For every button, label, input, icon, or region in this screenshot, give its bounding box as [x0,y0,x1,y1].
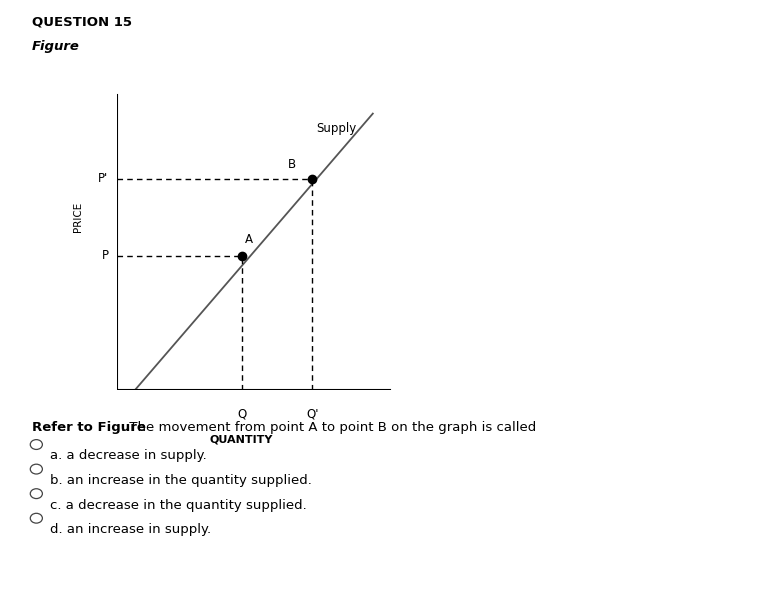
Text: a. a decrease in supply.: a. a decrease in supply. [50,449,207,462]
Text: Q': Q' [307,407,319,420]
Text: A: A [245,233,253,246]
Text: Figure: Figure [32,40,79,53]
Text: QUESTION 15: QUESTION 15 [32,15,132,28]
Text: d. an increase in supply.: d. an increase in supply. [50,523,211,536]
Text: Refer to Figure: Refer to Figure [32,421,145,433]
Text: Supply: Supply [316,122,357,136]
Text: B: B [288,158,296,171]
Text: Q: Q [237,407,246,420]
Text: PRICE: PRICE [73,202,83,232]
Text: P: P [101,249,108,262]
Text: . The movement from point A to point B on the graph is called: . The movement from point A to point B o… [121,421,537,433]
Text: P': P' [98,173,108,185]
Text: b. an increase in the quantity supplied.: b. an increase in the quantity supplied. [50,474,312,487]
Text: c. a decrease in the quantity supplied.: c. a decrease in the quantity supplied. [50,499,307,511]
Text: QUANTITY: QUANTITY [210,434,273,444]
